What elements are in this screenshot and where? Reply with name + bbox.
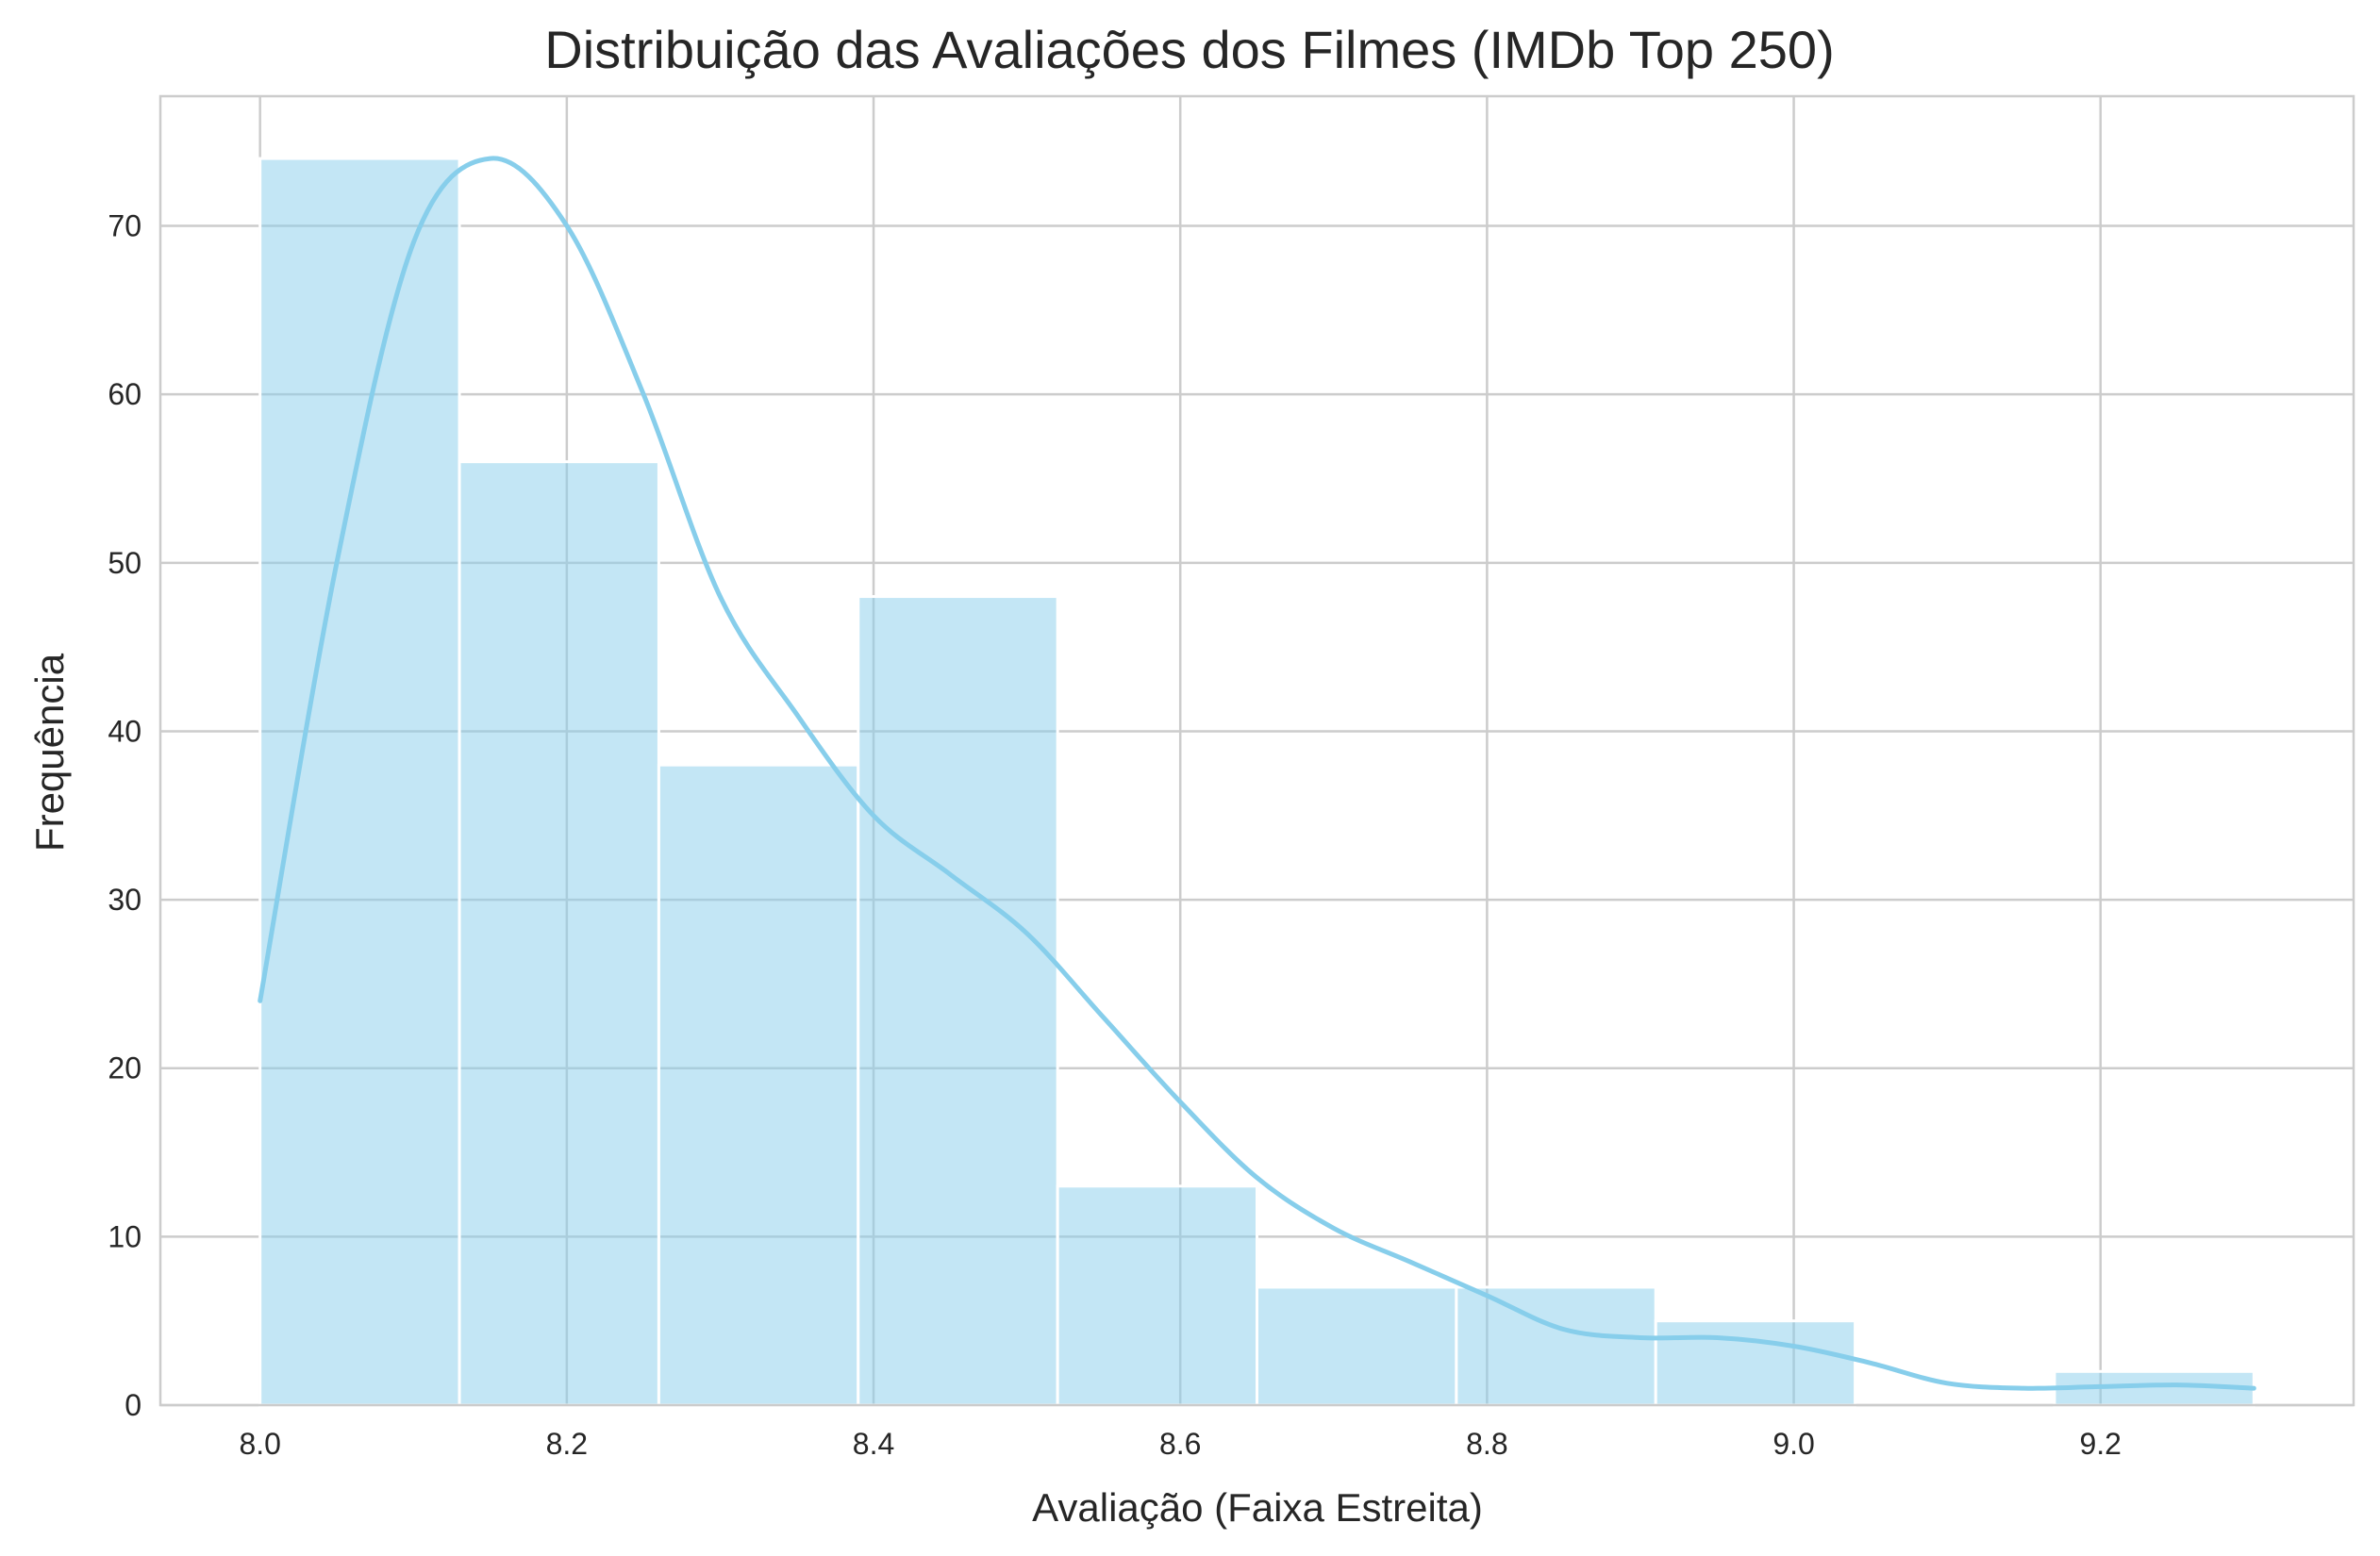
y-tick-label: 60 xyxy=(108,377,141,411)
y-axis-label: Frequência xyxy=(27,653,72,852)
kde-curve-group xyxy=(258,156,2256,1391)
y-tick-labels: 0 10 20 30 40 50 60 70 xyxy=(108,209,141,1422)
x-tick-label: 8.6 xyxy=(1159,1427,1201,1461)
histogram-bar xyxy=(657,763,860,1407)
y-tick-label: 70 xyxy=(108,209,141,243)
histogram-bar xyxy=(857,595,1059,1407)
histogram-bar xyxy=(258,157,461,1407)
x-tick-label: 8.8 xyxy=(1466,1427,1507,1461)
histogram-bar xyxy=(1455,1285,1657,1407)
histogram-bar xyxy=(1256,1285,1458,1407)
y-tick-label: 50 xyxy=(108,546,141,580)
y-tick-label: 40 xyxy=(108,714,141,748)
histogram-bars xyxy=(258,157,2255,1407)
x-tick-label: 8.4 xyxy=(853,1427,894,1461)
histogram-bar xyxy=(1654,1319,1857,1407)
chart-title: Distribuição das Avaliações dos Filmes (… xyxy=(544,20,1834,79)
histogram-bar xyxy=(458,460,660,1407)
y-tick-label: 20 xyxy=(108,1051,141,1085)
histogram-bar xyxy=(1056,1184,1258,1407)
x-tick-label: 9.2 xyxy=(2079,1427,2121,1461)
x-tick-label: 9.0 xyxy=(1773,1427,1814,1461)
y-tick-label: 30 xyxy=(108,883,141,917)
y-tick-label: 0 xyxy=(125,1388,141,1422)
y-tick-label: 10 xyxy=(108,1219,141,1253)
x-tick-label: 8.0 xyxy=(239,1427,280,1461)
x-tick-label: 8.2 xyxy=(546,1427,588,1461)
kde-line xyxy=(258,156,2256,1391)
x-axis-label: Avaliação (Faixa Estreita) xyxy=(1032,1485,1483,1530)
x-tick-labels: 8.0 8.2 8.4 8.6 8.8 9.0 9.2 xyxy=(239,1427,2122,1461)
plot-frame xyxy=(158,94,2355,1407)
